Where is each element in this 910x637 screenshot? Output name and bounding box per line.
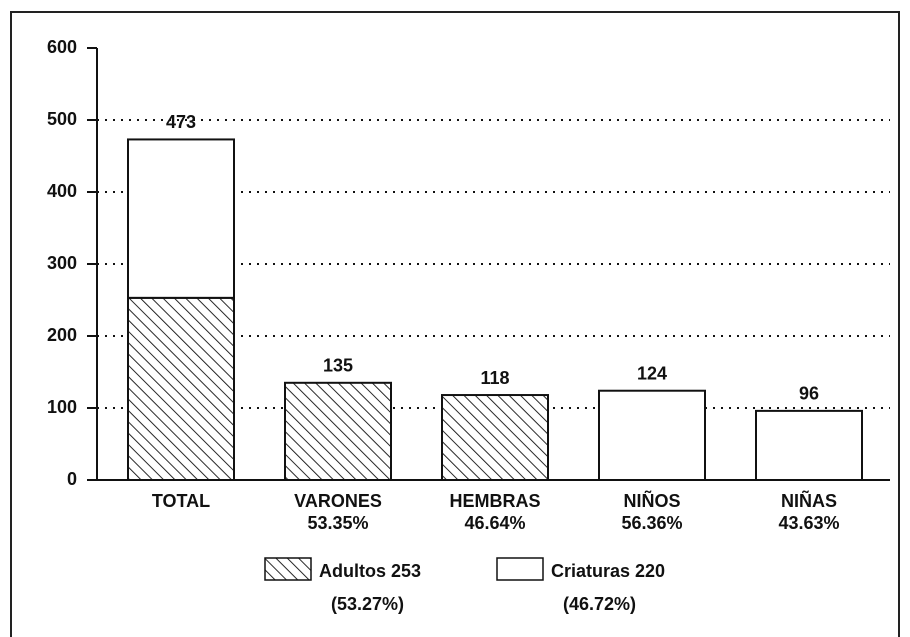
- bar: [127, 296, 235, 481]
- y-tick-label: 300: [47, 253, 77, 273]
- data-label: 473: [166, 112, 196, 132]
- legend-swatch: [264, 557, 312, 581]
- x-tick-sublabel: 53.35%: [307, 513, 368, 533]
- legend-label: Adultos 253: [319, 561, 421, 581]
- x-tick-label: NIÑAS: [781, 490, 837, 511]
- x-tick-sublabel: 43.63%: [778, 513, 839, 533]
- data-label: 124: [637, 363, 667, 383]
- data-label: 135: [323, 356, 353, 376]
- data-label: 96: [799, 384, 819, 404]
- data-label: 118: [480, 368, 509, 388]
- frame: [10, 11, 900, 637]
- y-tick-label: 400: [47, 181, 77, 201]
- bar: [441, 394, 549, 482]
- x-tick-sublabel: 46.64%: [464, 513, 525, 533]
- x-tick-sublabel: 56.36%: [621, 513, 682, 533]
- bar: [127, 138, 235, 299]
- y-tick-label: 500: [47, 109, 77, 129]
- y-tick-label: 0: [67, 469, 77, 489]
- y-tick-label: 600: [47, 37, 77, 57]
- legend-sublabel: (46.72%): [563, 594, 636, 614]
- bar: [598, 389, 706, 481]
- legend-label: Criaturas 220: [551, 561, 665, 581]
- legend-sublabel: (53.27%): [331, 594, 404, 614]
- y-tick-label: 100: [47, 397, 77, 417]
- bar: [284, 381, 392, 481]
- x-tick-label: NIÑOS: [623, 490, 680, 511]
- x-tick-label: HEMBRAS: [449, 491, 540, 511]
- y-tick-label: 200: [47, 325, 77, 345]
- x-tick-label: TOTAL: [152, 491, 210, 511]
- bar: [755, 409, 863, 482]
- x-tick-label: VARONES: [294, 491, 382, 511]
- legend-swatch: [496, 557, 544, 581]
